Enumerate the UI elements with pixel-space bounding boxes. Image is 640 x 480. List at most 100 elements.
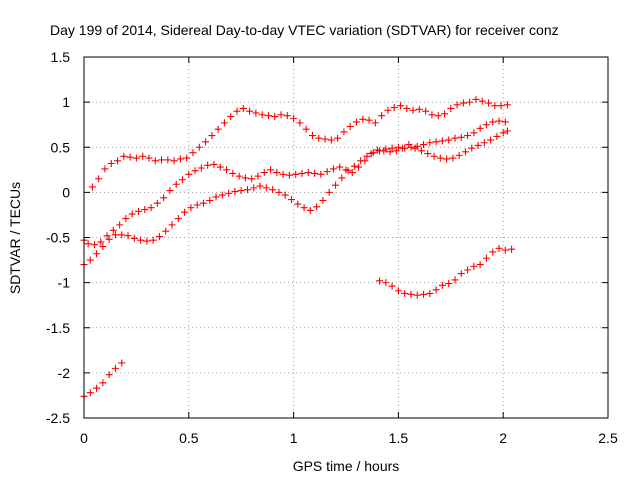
data-point <box>426 289 434 297</box>
data-point <box>294 200 302 208</box>
data-point <box>233 107 241 115</box>
data-point <box>432 138 440 146</box>
data-point <box>472 95 480 103</box>
data-point <box>208 132 216 140</box>
data-point <box>86 256 94 264</box>
data-point <box>430 152 438 160</box>
data-point <box>449 154 457 162</box>
data-point <box>457 270 465 278</box>
data-point <box>168 221 176 229</box>
data-point <box>487 136 495 144</box>
data-point <box>118 231 126 239</box>
data-point <box>258 111 266 119</box>
data-point <box>476 261 484 269</box>
data-point <box>235 172 243 180</box>
data-point <box>476 124 484 132</box>
data-point <box>401 144 409 152</box>
data-point <box>409 106 417 114</box>
data-point <box>172 180 180 188</box>
data-point <box>191 167 199 175</box>
data-point <box>382 145 390 153</box>
data-point <box>229 169 237 177</box>
data-point <box>428 111 436 119</box>
data-point <box>279 170 287 178</box>
data-point <box>147 204 155 212</box>
data-point <box>160 194 168 202</box>
data-point <box>292 170 300 178</box>
data-point <box>363 152 371 160</box>
data-point <box>443 155 451 163</box>
data-point <box>114 157 122 165</box>
data-point <box>359 115 367 123</box>
data-point <box>388 282 396 290</box>
data-point <box>432 286 440 294</box>
data-point <box>346 122 354 130</box>
data-point <box>325 188 333 196</box>
data-point <box>445 136 453 144</box>
data-point <box>116 221 124 229</box>
data-point <box>99 379 107 387</box>
data-point <box>137 236 145 244</box>
data-point <box>111 231 119 239</box>
y-tick-label: 1 <box>62 94 70 110</box>
data-point <box>482 254 490 262</box>
data-point <box>223 166 231 174</box>
data-point <box>241 174 249 182</box>
data-point <box>464 266 472 274</box>
data-point <box>210 160 218 168</box>
data-point <box>252 109 260 117</box>
chart-title: Day 199 of 2014, Sidereal Day-to-day VTE… <box>50 22 559 38</box>
data-point <box>231 187 239 195</box>
data-point <box>264 112 272 120</box>
data-point <box>470 262 478 270</box>
x-tick-label: 0.5 <box>179 430 199 446</box>
data-point <box>183 154 191 162</box>
data-point <box>103 232 111 240</box>
data-point <box>97 238 105 246</box>
data-point <box>88 183 96 191</box>
data-point <box>139 152 147 160</box>
data-point <box>386 148 394 156</box>
data-point <box>197 164 205 172</box>
data-point <box>445 280 453 288</box>
data-point <box>499 129 507 137</box>
data-point <box>480 139 488 147</box>
axis-ticks: 0 0.5 1 1.5 2 2.5 1.5 1 0.5 0 -0.5 -1 -1.5 -2 -2.5 <box>46 49 618 446</box>
data-point <box>248 175 256 183</box>
data-point <box>187 204 195 212</box>
x-axis-label: GPS time / hours <box>293 458 400 474</box>
data-point <box>290 114 298 122</box>
data-point <box>164 156 172 164</box>
data-point <box>149 236 157 244</box>
data-point <box>130 234 138 242</box>
data-point <box>493 132 501 140</box>
data-point <box>90 241 98 249</box>
data-point <box>447 104 455 112</box>
data-point <box>267 166 275 174</box>
data-point <box>334 134 342 142</box>
data-point <box>313 203 321 211</box>
data-point <box>376 277 384 285</box>
plot-frame <box>83 56 609 419</box>
data-point <box>237 187 245 195</box>
data-point <box>262 184 270 192</box>
data-point <box>352 118 360 126</box>
data-point <box>388 144 396 152</box>
data-point <box>489 248 497 256</box>
data-point <box>508 245 516 253</box>
data-point <box>355 163 363 171</box>
data-point <box>141 206 149 214</box>
data-point <box>124 232 132 240</box>
data-point <box>176 155 184 163</box>
y-tick-label: 0.5 <box>51 139 71 155</box>
data-point <box>407 290 415 298</box>
series-track-5 <box>376 244 516 299</box>
data-point <box>195 143 203 151</box>
y-tick-label: 0 <box>62 184 70 200</box>
data-point <box>214 125 222 133</box>
data-point <box>95 175 103 183</box>
data-point <box>357 157 365 165</box>
data-point <box>390 104 398 112</box>
data-point <box>478 97 486 105</box>
